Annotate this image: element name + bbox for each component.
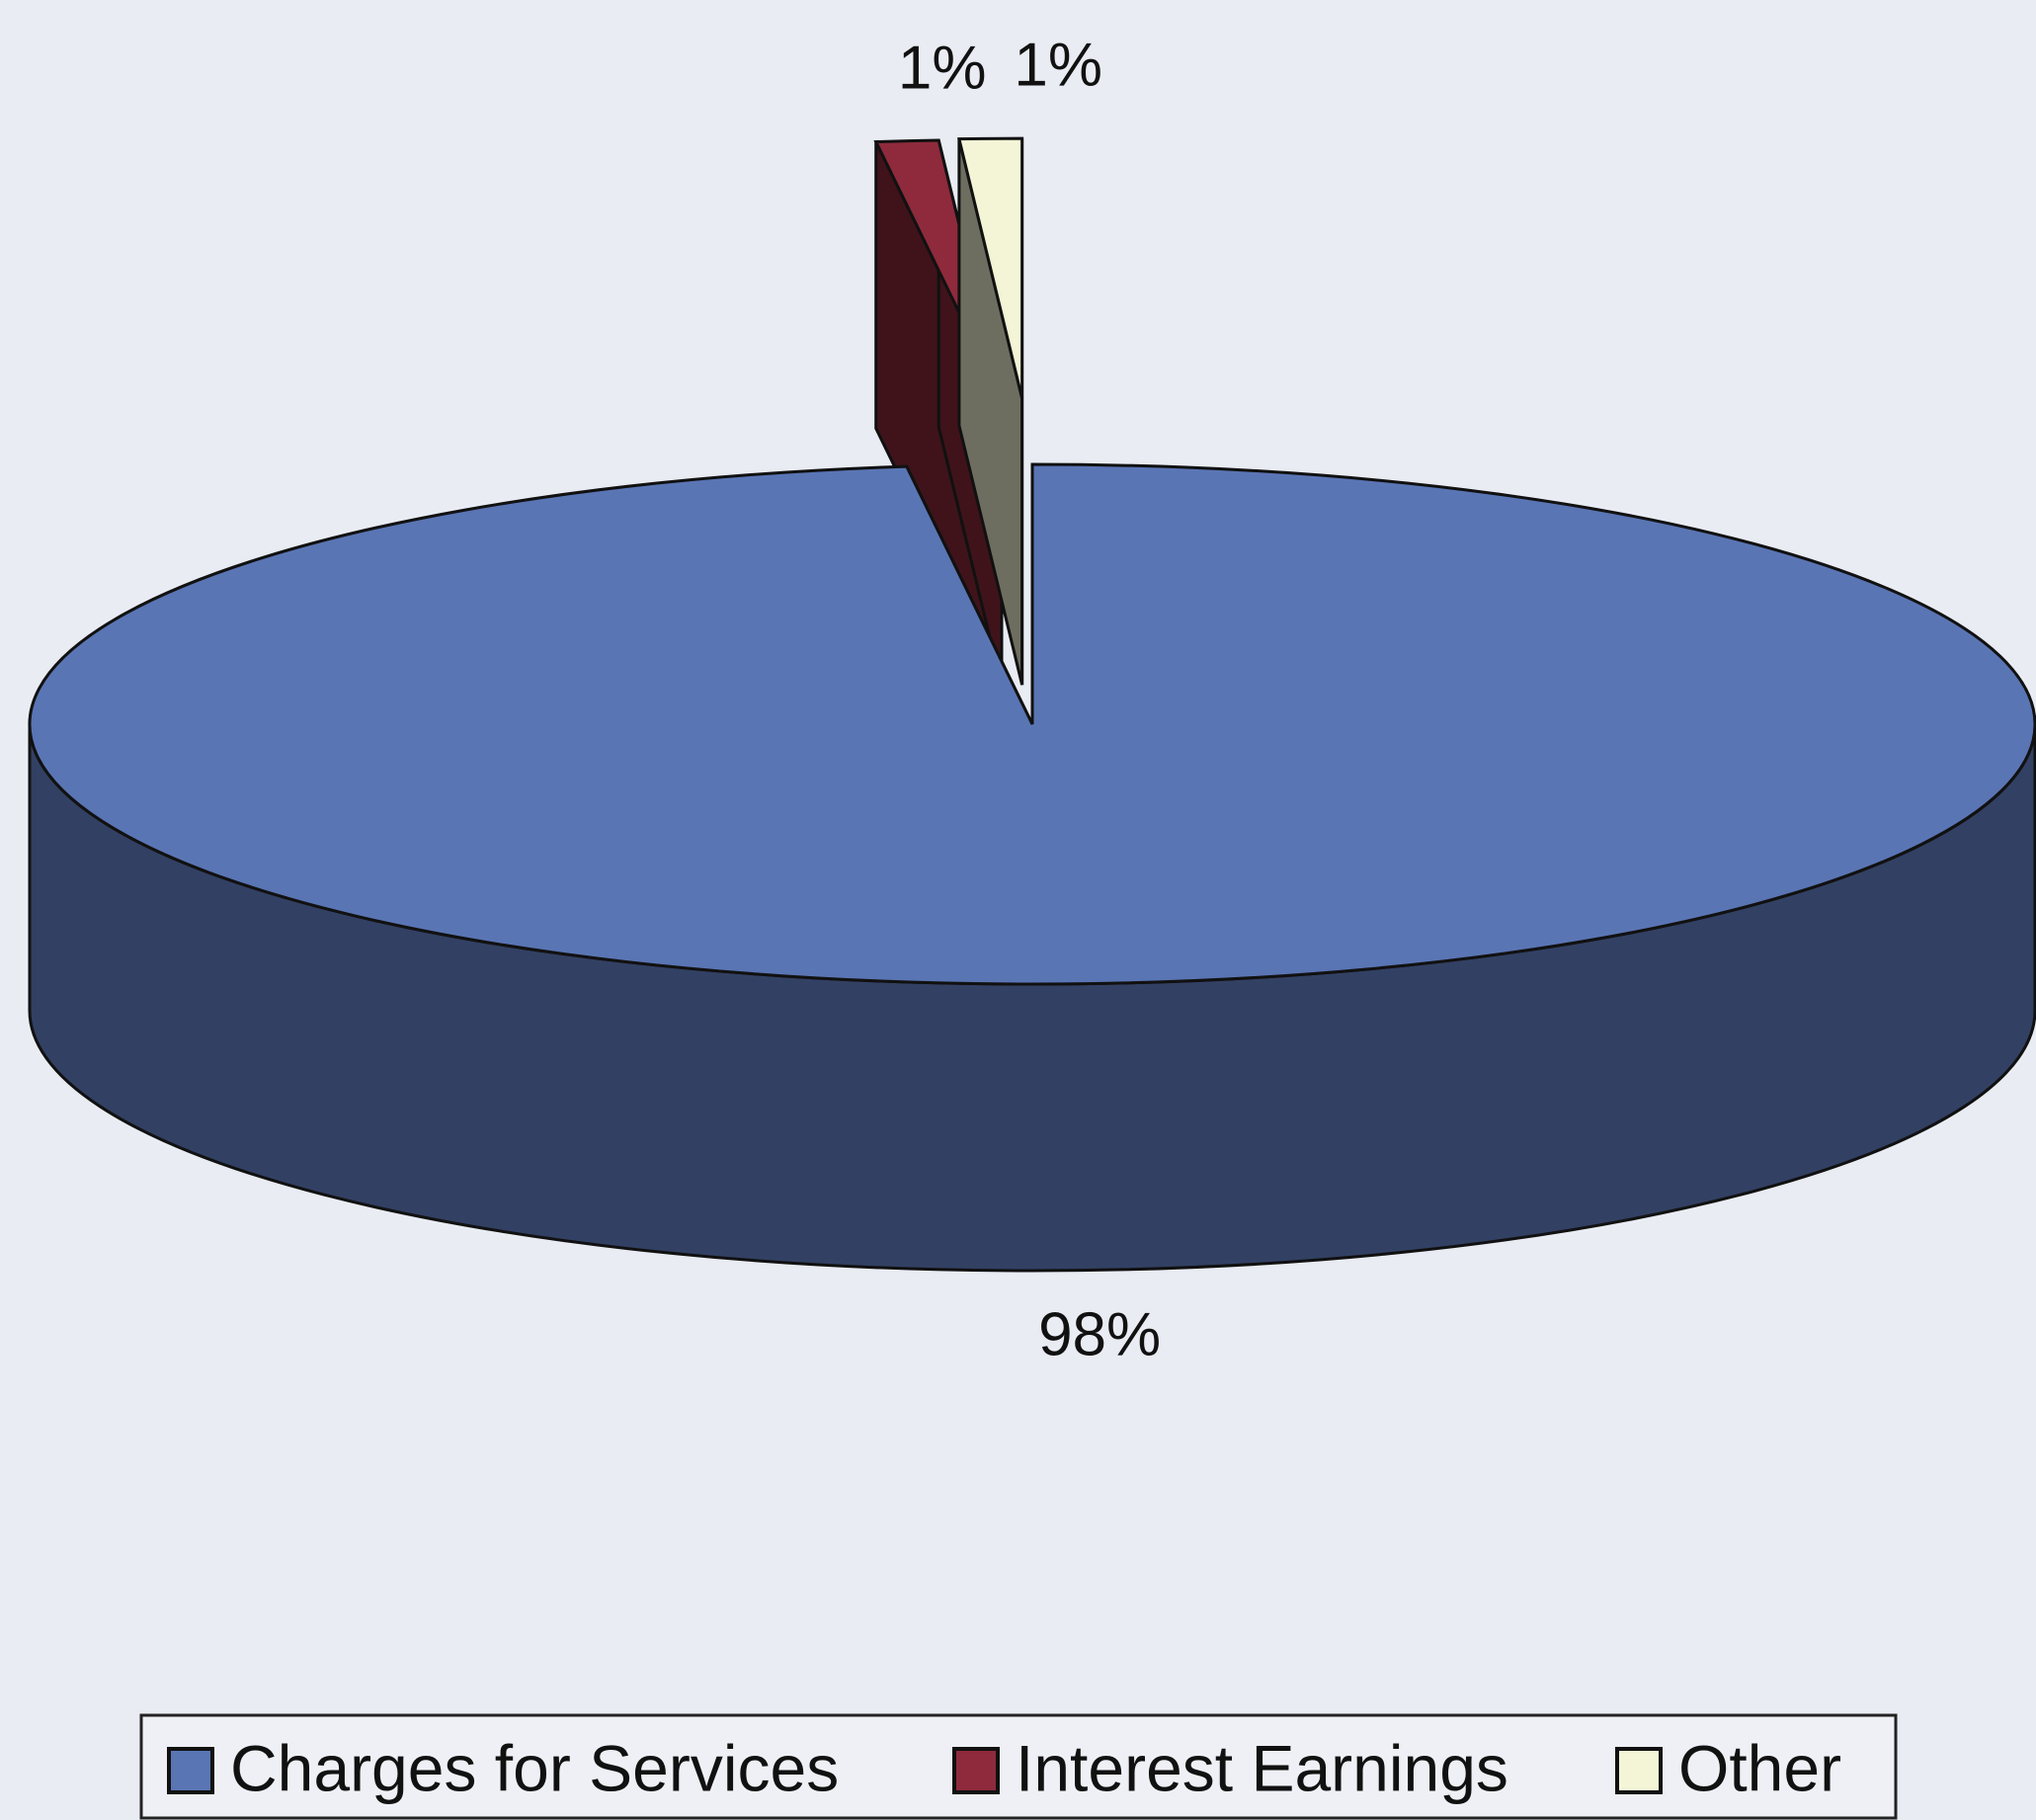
slice-top — [957, 136, 1024, 399]
legend-swatch — [167, 1747, 214, 1794]
legend-label: Charges for Services — [230, 1731, 839, 1804]
legend-box — [139, 1713, 1898, 1820]
legend-swatch — [1615, 1747, 1663, 1794]
data-label: 98% — [1038, 1301, 1161, 1369]
legend-swatch — [952, 1747, 1000, 1794]
slice — [28, 462, 2036, 1273]
data-label: 1% — [1014, 32, 1102, 100]
legend-label: Other — [1678, 1731, 1841, 1804]
pie: 1% 1% 98% — [28, 32, 2036, 1369]
slice-top — [28, 462, 2036, 986]
legend-label: Interest Earnings — [1016, 1731, 1508, 1804]
slice — [957, 136, 1024, 686]
legend: Charges for Services Interest Earnings Oth… — [167, 1731, 1841, 1804]
data-label: 1% — [898, 34, 987, 102]
